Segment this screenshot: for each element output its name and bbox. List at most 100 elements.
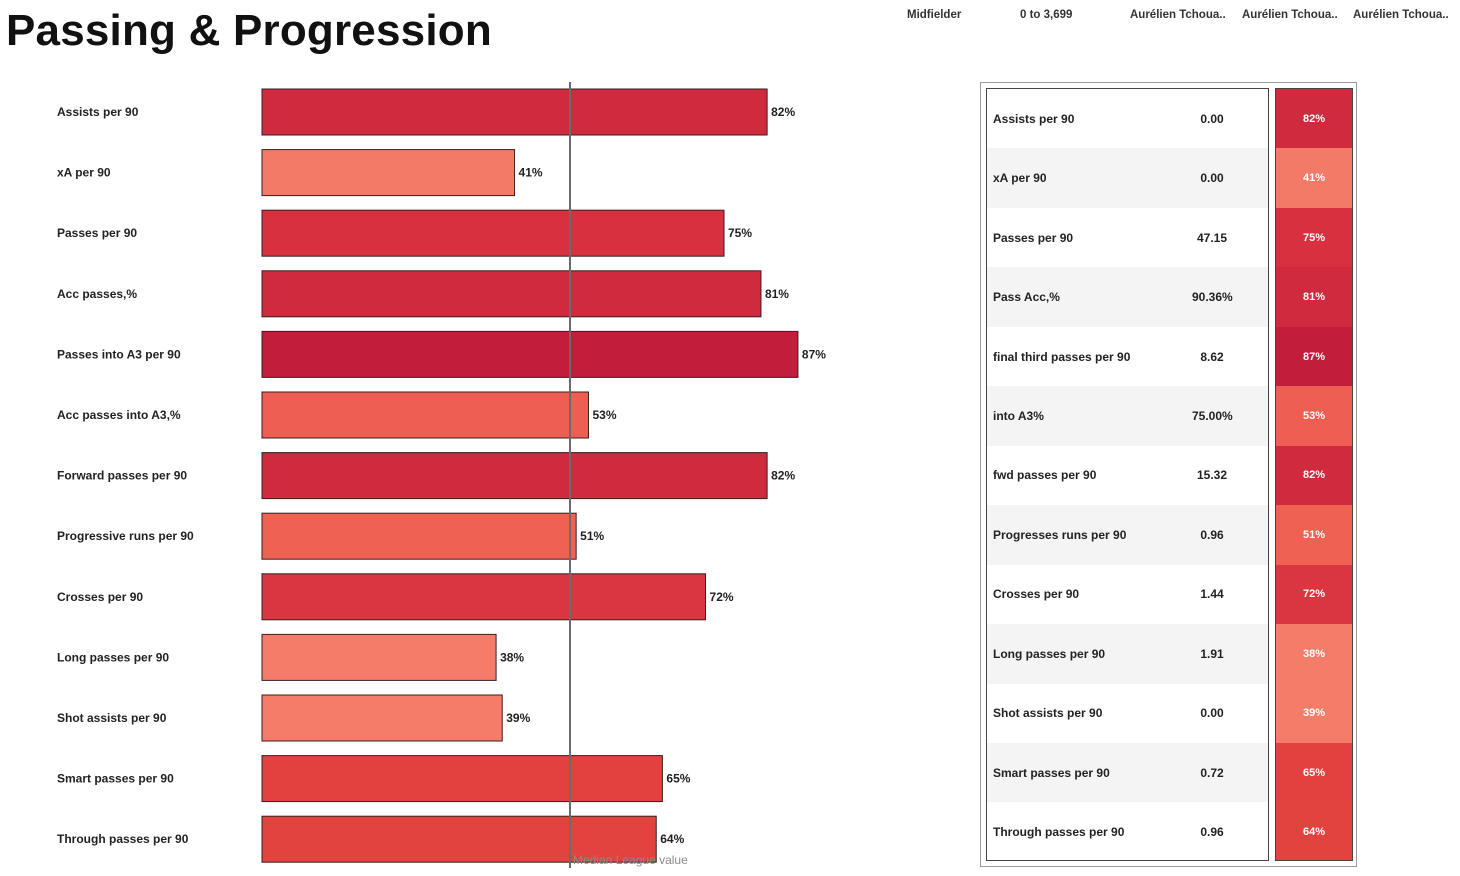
filter-bar: Midfielder 0 to 3,699 Aurélien Tchoua.. … — [0, 9, 1460, 25]
stats-table-percentiles: 82% 41% 75% 81% 87% 53% 82% 51% 72% 38% 39% 65% 64% — [1275, 88, 1353, 861]
table-row: fwd passes per 90 15.32 — [987, 446, 1268, 505]
percentile-cell: 39% — [1276, 683, 1352, 743]
percentile-cell: 82% — [1276, 445, 1352, 506]
percentile-cell: 75% — [1276, 207, 1352, 268]
data-label: 53% — [592, 408, 616, 422]
metric-name: xA per 90 — [993, 171, 1047, 186]
metric-value: 75.00% — [1192, 408, 1233, 423]
percentile-bar-chart: Assists per 90 82% xA per 90 41% Passes per … — [57, 82, 826, 868]
category-label: xA per 90 — [57, 166, 111, 180]
percentile-value: 65% — [1302, 766, 1326, 779]
category-label: Acc passes,% — [57, 287, 137, 301]
bar[interactable] — [261, 694, 503, 742]
metric-value: 1.44 — [1200, 587, 1224, 602]
percentile-cell: 65% — [1276, 742, 1352, 803]
category-label: Passes into A3 per 90 — [57, 347, 181, 361]
data-label: 38% — [500, 650, 524, 664]
percentile-cell: 64% — [1276, 802, 1352, 860]
table-row: Shot assists per 90 0.00 — [987, 684, 1268, 743]
category-label: Passes per 90 — [57, 226, 137, 240]
bar[interactable] — [261, 149, 516, 197]
table-row: final third passes per 90 8.62 — [987, 327, 1268, 386]
percentile-value: 41% — [1302, 172, 1326, 185]
data-label: 82% — [771, 469, 795, 483]
percentile-cell: 72% — [1276, 564, 1352, 625]
metric-value: 0.96 — [1200, 527, 1224, 542]
bar[interactable] — [261, 815, 657, 863]
data-label: 72% — [710, 590, 734, 604]
category-label: Through passes per 90 — [57, 832, 189, 846]
percentile-cell: 53% — [1276, 386, 1352, 446]
filter-position[interactable]: Midfielder — [907, 9, 962, 21]
metric-name: Long passes per 90 — [993, 646, 1106, 661]
percentile-value: 87% — [1302, 350, 1326, 363]
metric-name: Assists per 90 — [993, 111, 1075, 126]
metric-value: 0.72 — [1200, 765, 1224, 780]
stats-table-values: Assists per 90 0.00 xA per 90 0.00 Passes pe… — [986, 88, 1269, 861]
category-label: Smart passes per 90 — [57, 772, 174, 786]
percentile-value: 82% — [1302, 469, 1326, 482]
bar[interactable] — [261, 512, 577, 560]
category-label: Shot assists per 90 — [57, 711, 167, 725]
metric-name: Passes per 90 — [993, 230, 1074, 245]
bar[interactable] — [261, 573, 707, 621]
data-label: 87% — [802, 347, 826, 361]
data-label: 51% — [580, 529, 604, 543]
percentile-value: 38% — [1302, 647, 1326, 660]
category-label: Forward passes per 90 — [57, 469, 187, 483]
metric-name: Crosses per 90 — [993, 587, 1080, 602]
table-row: Smart passes per 90 0.72 — [987, 742, 1268, 803]
metric-value: 47.15 — [1196, 230, 1228, 245]
percentile-value: 72% — [1302, 588, 1326, 601]
percentile-value: 51% — [1302, 528, 1326, 541]
percentile-value: 64% — [1302, 826, 1326, 839]
bar[interactable] — [261, 452, 768, 500]
metric-value: 15.32 — [1196, 468, 1228, 483]
percentile-cell: 38% — [1276, 624, 1352, 684]
filter-minutes[interactable]: 0 to 3,699 — [1020, 9, 1073, 21]
category-label: Crosses per 90 — [57, 590, 143, 604]
bar[interactable] — [261, 391, 589, 439]
data-label: 39% — [506, 711, 530, 725]
page-title: Passing & Progression — [6, 6, 492, 55]
data-label: 81% — [765, 287, 789, 301]
metric-name: into A3% — [993, 408, 1044, 423]
data-label: 65% — [666, 772, 690, 786]
bar[interactable] — [261, 270, 762, 318]
metric-name: final third passes per 90 — [993, 349, 1131, 364]
bar[interactable] — [261, 330, 799, 378]
table-row: Crosses per 90 1.44 — [987, 565, 1268, 624]
filter-player-1[interactable]: Aurélien Tchoua.. — [1130, 9, 1226, 21]
percentile-value: 81% — [1302, 291, 1326, 304]
metric-name: fwd passes per 90 — [993, 468, 1097, 483]
median-label: Median League value — [573, 853, 688, 867]
filter-player-2[interactable]: Aurélien Tchoua.. — [1242, 9, 1338, 21]
percentile-cell: 81% — [1276, 267, 1352, 327]
table-row: Pass Acc,% 90.36% — [987, 267, 1268, 327]
percentile-cell: 41% — [1276, 148, 1352, 208]
category-label: Long passes per 90 — [57, 650, 169, 664]
metric-value: 0.00 — [1200, 171, 1224, 186]
data-label: 41% — [519, 166, 543, 180]
metric-name: Pass Acc,% — [993, 290, 1060, 305]
bar[interactable] — [261, 755, 663, 803]
bar[interactable] — [261, 633, 497, 681]
percentile-value: 75% — [1302, 231, 1326, 244]
filter-player-3[interactable]: Aurélien Tchoua.. — [1353, 9, 1449, 21]
bar[interactable] — [261, 88, 768, 136]
stats-table: Assists per 90 0.00 xA per 90 0.00 Passes pe… — [980, 82, 1357, 867]
metric-name: Shot assists per 90 — [993, 706, 1103, 721]
category-label: Assists per 90 — [57, 105, 139, 119]
table-row: Progresses runs per 90 0.96 — [987, 505, 1268, 565]
metric-value: 90.36% — [1192, 290, 1233, 305]
percentile-value: 53% — [1302, 409, 1326, 422]
percentile-value: 39% — [1302, 707, 1326, 720]
percentile-cell: 51% — [1276, 505, 1352, 565]
data-label: 75% — [728, 226, 752, 240]
metric-name: Through passes per 90 — [993, 825, 1125, 840]
percentile-value: 82% — [1302, 112, 1326, 125]
bar[interactable] — [261, 209, 725, 257]
metric-value: 8.62 — [1200, 349, 1224, 364]
percentile-cell: 87% — [1276, 326, 1352, 387]
table-row: Assists per 90 0.00 — [987, 89, 1268, 148]
